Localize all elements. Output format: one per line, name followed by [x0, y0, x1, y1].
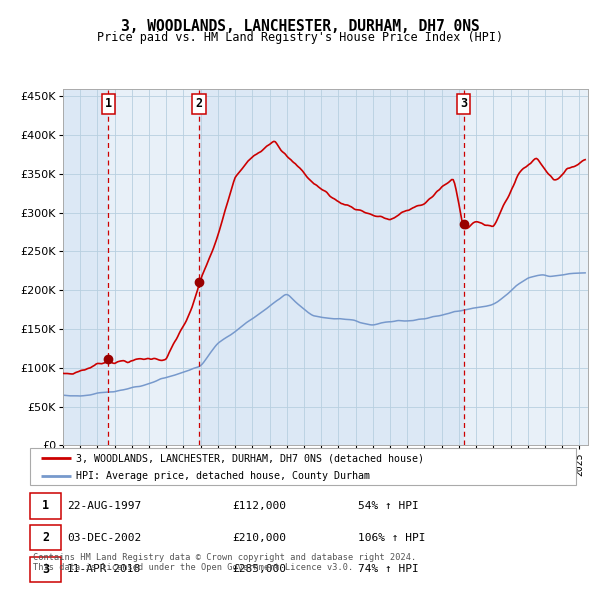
FancyBboxPatch shape	[30, 525, 61, 550]
Text: HPI: Average price, detached house, County Durham: HPI: Average price, detached house, Coun…	[76, 471, 370, 481]
Bar	[464, 88, 588, 445]
Text: 106% ↑ HPI: 106% ↑ HPI	[358, 533, 425, 543]
Text: 03-DEC-2002: 03-DEC-2002	[67, 533, 142, 543]
Bar	[63, 88, 109, 445]
Text: 1: 1	[105, 97, 112, 110]
Text: £112,000: £112,000	[232, 501, 286, 511]
Text: 22-AUG-1997: 22-AUG-1997	[67, 501, 142, 511]
Text: 3: 3	[42, 563, 49, 576]
Text: Price paid vs. HM Land Registry's House Price Index (HPI): Price paid vs. HM Land Registry's House …	[97, 31, 503, 44]
Text: 3, WOODLANDS, LANCHESTER, DURHAM, DH7 0NS: 3, WOODLANDS, LANCHESTER, DURHAM, DH7 0N…	[121, 19, 479, 34]
Text: 3: 3	[460, 97, 467, 110]
FancyBboxPatch shape	[30, 493, 61, 519]
Text: 3, WOODLANDS, LANCHESTER, DURHAM, DH7 0NS (detached house): 3, WOODLANDS, LANCHESTER, DURHAM, DH7 0N…	[76, 453, 424, 463]
Text: £285,000: £285,000	[232, 564, 286, 574]
Text: This data is licensed under the Open Government Licence v3.0.: This data is licensed under the Open Gov…	[33, 563, 353, 572]
FancyBboxPatch shape	[30, 556, 61, 582]
Bar	[109, 88, 199, 445]
Text: 11-APR-2018: 11-APR-2018	[67, 564, 142, 574]
Text: £210,000: £210,000	[232, 533, 286, 543]
Text: 2: 2	[42, 531, 49, 544]
Text: 74% ↑ HPI: 74% ↑ HPI	[358, 564, 418, 574]
Bar	[199, 88, 464, 445]
Text: 54% ↑ HPI: 54% ↑ HPI	[358, 501, 418, 511]
Text: 1: 1	[42, 500, 49, 513]
Text: Contains HM Land Registry data © Crown copyright and database right 2024.: Contains HM Land Registry data © Crown c…	[33, 553, 416, 562]
Text: 2: 2	[196, 97, 203, 110]
